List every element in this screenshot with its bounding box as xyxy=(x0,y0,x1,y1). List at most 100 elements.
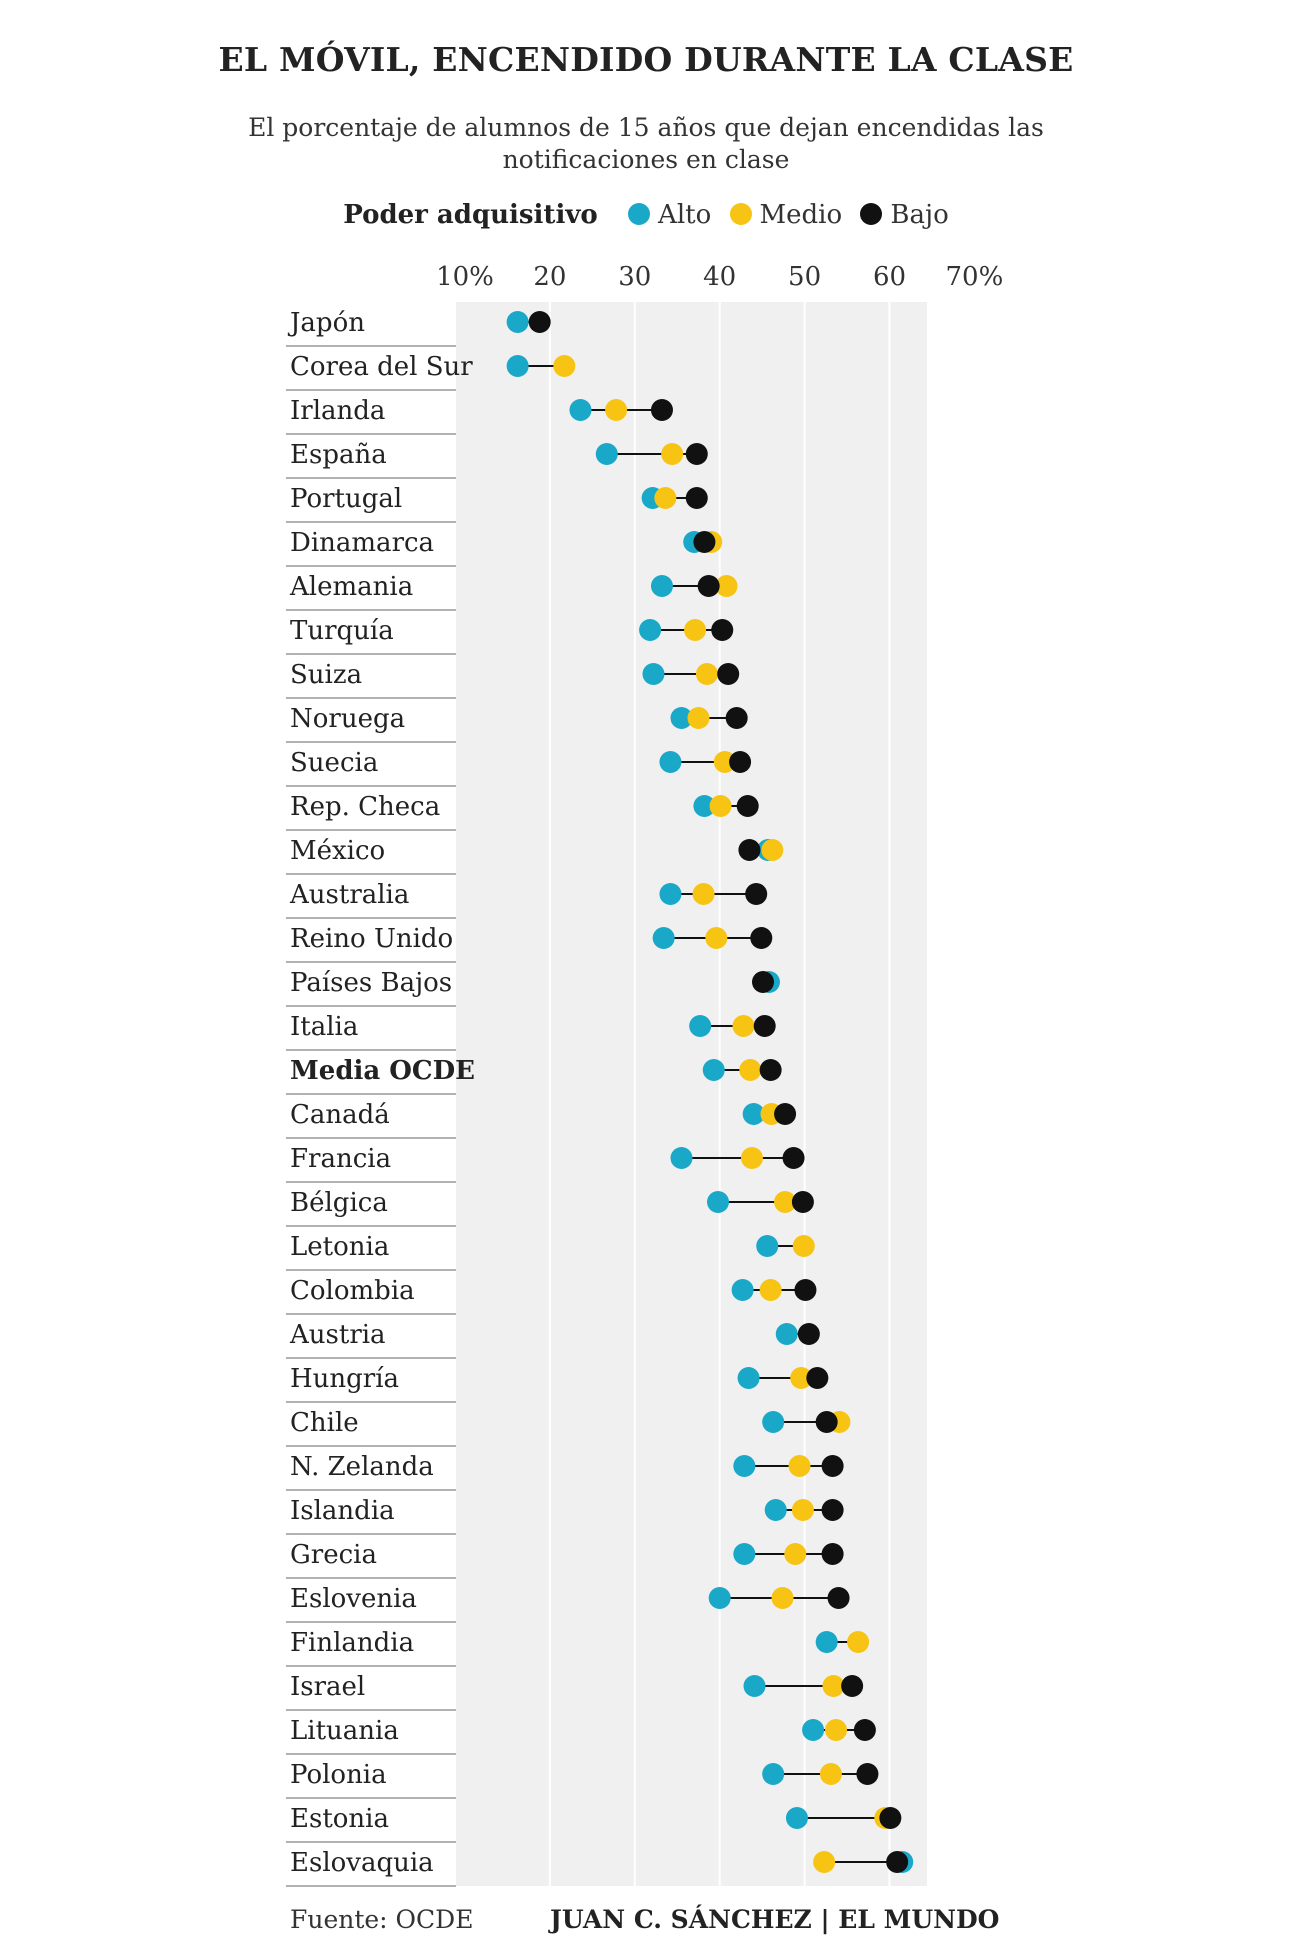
row-label: Suecia xyxy=(290,748,378,778)
point-alto xyxy=(506,355,529,377)
point-medio xyxy=(788,1455,811,1477)
point-alto xyxy=(670,707,693,729)
legend-label-bajo: Bajo xyxy=(890,200,949,230)
row-label: México xyxy=(290,836,385,866)
point-alto xyxy=(815,1631,838,1653)
point-medio xyxy=(791,1499,814,1521)
row-label: Polonia xyxy=(290,1760,387,1790)
point-medio xyxy=(684,619,707,641)
point-alto xyxy=(785,1807,808,1829)
point-medio xyxy=(792,1235,815,1257)
row-label: Corea del Sur xyxy=(290,352,473,382)
point-bajo xyxy=(821,1499,844,1521)
point-bajo xyxy=(821,1543,844,1565)
point-bajo xyxy=(774,1103,797,1125)
point-bajo xyxy=(782,1147,805,1169)
point-medio xyxy=(687,707,710,729)
legend-swatch-bajo xyxy=(860,203,883,225)
point-alto xyxy=(742,1103,765,1125)
row-label: Italia xyxy=(290,1012,358,1042)
point-medio xyxy=(790,1367,813,1389)
x-tick-label: 30 xyxy=(618,262,651,292)
point-medio xyxy=(759,1279,782,1301)
point-bajo xyxy=(717,663,740,685)
point-medio xyxy=(825,1719,848,1741)
point-alto xyxy=(689,1015,712,1037)
footer-source: Fuente: OCDE xyxy=(290,1905,474,1934)
row-label: Australia xyxy=(289,880,409,910)
point-medio xyxy=(761,839,784,861)
point-bajo xyxy=(738,839,761,861)
row-label: Lituania xyxy=(290,1716,399,1746)
point-bajo xyxy=(693,531,716,553)
point-bajo xyxy=(821,1455,844,1477)
point-alto xyxy=(652,927,675,949)
point-alto xyxy=(639,619,662,641)
row-label: Finlandia xyxy=(290,1628,414,1658)
point-alto xyxy=(733,1543,756,1565)
point-alto xyxy=(659,751,682,773)
point-alto xyxy=(693,795,716,817)
row-label: Reino Unido xyxy=(290,924,453,954)
row-label: Eslovenia xyxy=(290,1584,417,1614)
row-label: Francia xyxy=(290,1144,391,1174)
row-label: Bélgica xyxy=(290,1188,388,1218)
point-alto xyxy=(707,1191,730,1213)
row-label: España xyxy=(290,440,387,470)
point-alto xyxy=(733,1455,756,1477)
row-label: Islandia xyxy=(290,1496,395,1526)
row-label: Japón xyxy=(287,308,365,338)
point-bajo xyxy=(729,751,752,773)
point-bajo xyxy=(794,1279,817,1301)
point-bajo xyxy=(711,619,734,641)
row-label: Hungría xyxy=(290,1364,399,1394)
point-alto xyxy=(650,575,673,597)
row-label: Rep. Checa xyxy=(290,792,440,822)
point-medio xyxy=(771,1587,794,1609)
point-bajo xyxy=(745,883,768,905)
point-alto xyxy=(756,1235,779,1257)
point-alto xyxy=(762,1411,785,1433)
point-medio xyxy=(553,355,576,377)
point-alto xyxy=(762,1763,785,1785)
point-alto xyxy=(802,1719,825,1741)
point-alto xyxy=(764,1499,787,1521)
point-bajo xyxy=(879,1807,902,1829)
x-tick-label: 20 xyxy=(533,262,566,292)
row-label: Irlanda xyxy=(290,396,385,426)
row-label: Media OCDE xyxy=(290,1056,475,1086)
point-alto xyxy=(595,443,618,465)
point-medio xyxy=(715,575,738,597)
point-bajo xyxy=(856,1763,879,1785)
point-medio xyxy=(813,1851,836,1873)
point-bajo xyxy=(759,1059,782,1081)
point-medio xyxy=(847,1631,870,1653)
legend-label-medio: Medio xyxy=(759,200,843,230)
point-alto xyxy=(702,1059,725,1081)
row-label: Canadá xyxy=(290,1100,390,1130)
chart-subtitle: El porcentaje de alumnos de 15 años que … xyxy=(248,113,1044,174)
point-medio xyxy=(605,399,628,421)
point-bajo xyxy=(650,399,673,421)
point-medio xyxy=(819,1763,842,1785)
point-alto xyxy=(659,883,682,905)
legend-label-alto: Alto xyxy=(658,200,712,230)
row-label: Grecia xyxy=(290,1540,377,1570)
row-label: Israel xyxy=(290,1672,365,1702)
point-medio xyxy=(695,663,718,685)
legend-swatch-alto xyxy=(628,203,651,225)
point-bajo xyxy=(736,795,759,817)
point-bajo xyxy=(751,971,774,993)
row-label: N. Zelanda xyxy=(290,1452,434,1482)
x-tick-label: 70% xyxy=(946,262,1004,292)
chart-title: EL MÓVIL, ENCENDIDO DURANTE LA CLASE xyxy=(218,40,1074,79)
row-label: Países Bajos xyxy=(290,968,452,998)
plot-background xyxy=(456,302,927,1886)
point-medio xyxy=(705,927,728,949)
point-medio xyxy=(732,1015,755,1037)
row-label: Chile xyxy=(290,1408,359,1438)
point-bajo xyxy=(685,443,708,465)
row-label: Suiza xyxy=(290,660,362,690)
x-tick-label: 40 xyxy=(703,262,736,292)
